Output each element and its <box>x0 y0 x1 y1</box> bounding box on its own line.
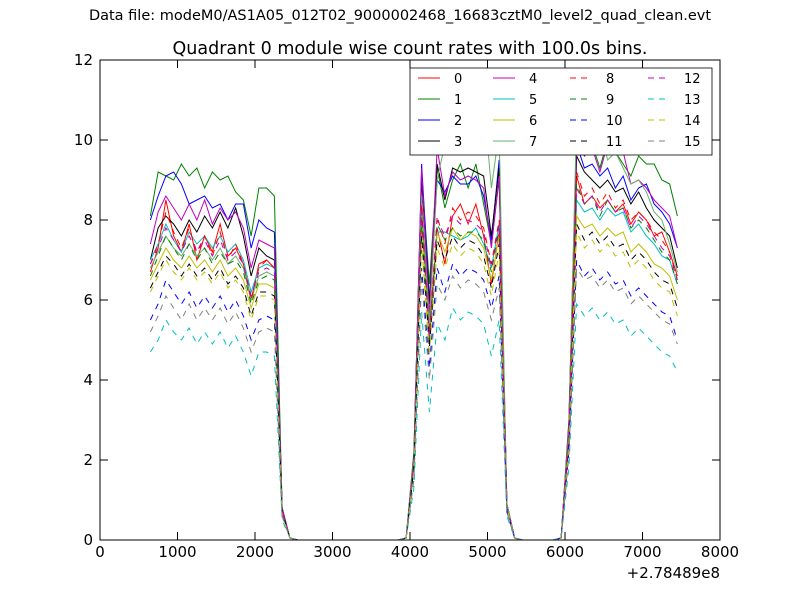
x-offset-label: +2.78489e8 <box>627 564 720 582</box>
y-tick-label: 6 <box>83 291 93 309</box>
legend-label-9: 9 <box>606 93 614 108</box>
legend-label-5: 5 <box>529 93 537 108</box>
x-tick-label: 7000 <box>623 543 661 561</box>
legend-label-13: 13 <box>684 93 701 108</box>
legend-label-4: 4 <box>529 72 537 87</box>
legend-label-10: 10 <box>606 114 623 129</box>
suptitle: Data file: modeM0/AS1A05_012T02_90000024… <box>88 8 712 24</box>
series-line-11 <box>149 223 678 540</box>
legend-label-7: 7 <box>529 135 537 150</box>
legend-label-3: 3 <box>454 135 462 150</box>
series-line-6 <box>149 214 678 540</box>
legend-label-1: 1 <box>454 93 462 108</box>
axes-ticks: 0 1000 2000 3000 4000 5000 6000 7000 80000246810… <box>74 51 739 561</box>
x-tick-label: 3000 <box>313 543 351 561</box>
chart-title: Quadrant 0 module wise count rates with … <box>173 39 648 59</box>
series-line-8 <box>149 171 678 540</box>
legend-label-12: 12 <box>684 72 701 87</box>
y-tick-label: 0 <box>83 531 93 549</box>
plot-series <box>149 99 678 540</box>
legend-label-0: 0 <box>454 72 462 87</box>
legend-label-15: 15 <box>684 135 701 150</box>
legend-label-8: 8 <box>606 72 614 87</box>
legend-label-2: 2 <box>454 114 462 129</box>
x-tick-label: 0 <box>95 543 105 561</box>
series-line-14 <box>149 231 678 540</box>
y-tick-label: 10 <box>74 131 93 149</box>
x-tick-label: 2000 <box>236 543 274 561</box>
x-tick-label: 5000 <box>468 543 506 561</box>
legend-label-14: 14 <box>684 114 701 129</box>
series-line-15 <box>149 266 678 540</box>
x-tick-label: 6000 <box>546 543 584 561</box>
y-tick-label: 4 <box>83 371 93 389</box>
series-line-13 <box>149 302 678 540</box>
legend-label-11: 11 <box>606 135 623 150</box>
x-tick-label: 4000 <box>391 543 429 561</box>
series-line-9 <box>149 183 678 540</box>
y-tick-label: 8 <box>83 211 93 229</box>
series-line-10 <box>149 259 678 540</box>
x-tick-label: 8000 <box>701 543 739 561</box>
legend-label-6: 6 <box>529 114 537 129</box>
y-tick-label: 2 <box>83 451 93 469</box>
y-tick-label: 12 <box>74 51 93 69</box>
x-tick-label: 1000 <box>158 543 196 561</box>
series-line-2 <box>149 143 678 540</box>
series-line-0 <box>149 175 678 540</box>
